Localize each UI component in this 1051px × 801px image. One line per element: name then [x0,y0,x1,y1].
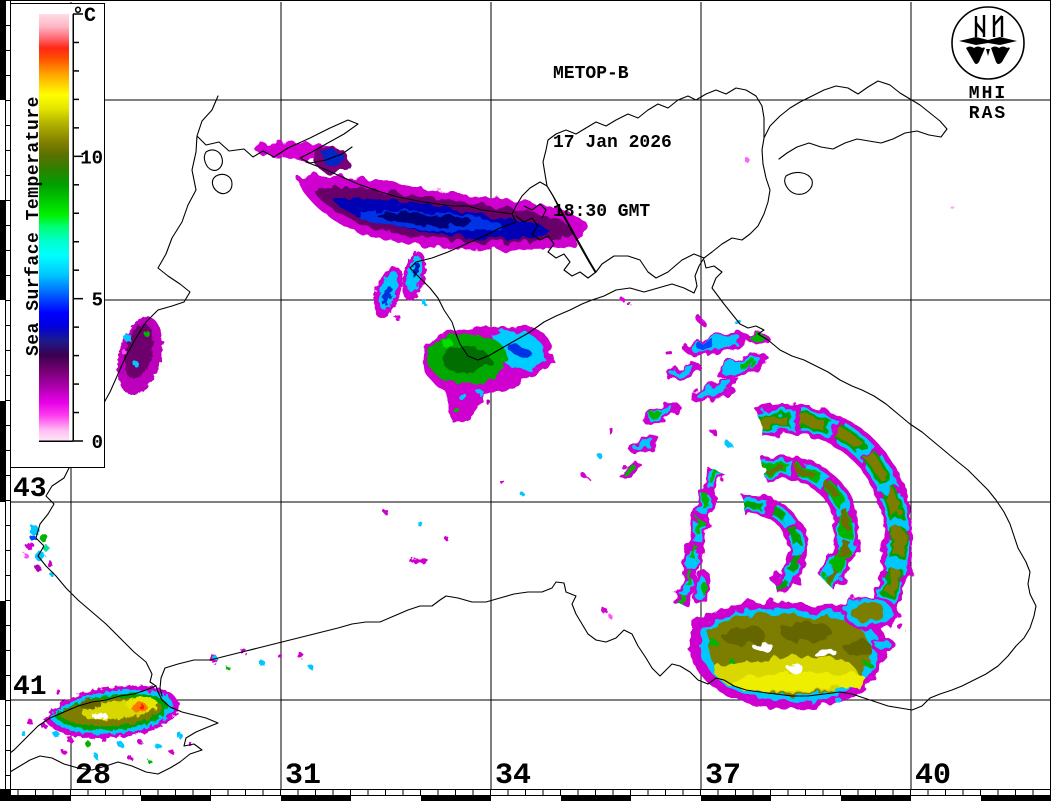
colorbar-ticks [73,13,83,442]
sst-patch-marmara [21,685,192,764]
colorbar-title: Sea Surface Temperature [24,96,44,356]
lat-label-43: 43 [13,474,47,505]
acquisition-time: 18:30 GMT [553,202,651,222]
graticule [11,2,1050,789]
svg-text:0: 0 [92,432,103,454]
neatline-corner [0,789,11,801]
sst-patch-west-coast [117,316,163,396]
lon-label-28: 28 [75,759,112,793]
lon-label-31: 31 [285,759,322,793]
colorbar-tick-labels: 0 5 10 [80,147,103,454]
colorbar-axis [39,14,74,442]
institute-logo: MHI RAS [948,3,1028,124]
acquisition-date: 17 Jan 2026 [553,133,672,153]
sst-patch-kalamita [423,326,553,423]
colorbar-panel: 0 5 10 °C Sea Surface Temperature [10,3,105,468]
svg-text:10: 10 [80,147,103,169]
satellite-name: METOP-B [553,64,629,84]
lat-label-41: 41 [13,672,47,703]
sst-patch-bulgaria [23,525,55,577]
left-neatline-bands [0,0,6,789]
coastline [0,80,1037,777]
bottom-neatline-bands [0,796,1051,801]
colorbar-scale: 0 5 10 [39,13,103,454]
lon-label-37: 37 [705,759,742,793]
sst-patch-karkinit-streaks [373,251,427,321]
title-block: METOP-B 17 Jan 2026 18:30 GMT [553,17,672,270]
sst-patch-eastern-swirl [583,317,914,709]
colorbar-gradient [39,14,69,441]
lon-label-40: 40 [915,759,952,793]
lon-label-34: 34 [495,759,532,793]
svg-text:5: 5 [92,290,103,312]
sst-patch-northwest-shelf [254,142,587,251]
mhi-emblem-icon [951,6,1025,80]
bottom-neatline-ticks [0,789,1051,796]
institute-name: MHI RAS [968,84,1008,124]
sst-speckles [210,157,954,670]
colorbar-unit-label: °C [72,5,97,28]
